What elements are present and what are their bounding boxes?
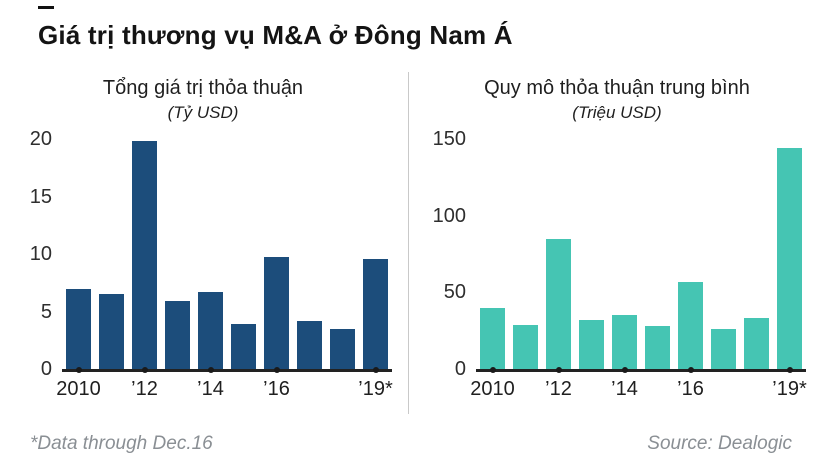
y-axis: 0 5 10 15 20 (14, 128, 62, 380)
x-axis: 2010 ’12 ’14 ’16 ’19* (470, 372, 807, 404)
panel-divider (408, 72, 409, 414)
axis-tick-dot (75, 367, 82, 373)
bar (99, 294, 124, 369)
chart-subtitle: (Triệu USD) (572, 103, 662, 122)
chart-total-deal-value: Tổng giá trị thỏa thuận (Tỷ USD) 0 5 10 15 2… (0, 68, 410, 420)
y-tick-label: 10 (29, 243, 52, 265)
axis-tick-dot (207, 367, 214, 373)
y-axis: 0 50 100 150 (428, 128, 476, 380)
bar (132, 141, 157, 369)
bar (645, 326, 670, 369)
axis-tick-dot (489, 367, 496, 373)
bar (165, 301, 190, 369)
chart-body: 0 5 10 15 20 2010 ’12 ’14 ’16 ’19* (14, 128, 393, 404)
bar (330, 328, 355, 369)
charts-row: Tổng giá trị thỏa thuận (Tỷ USD) 0 5 10 15 2… (0, 68, 820, 420)
bar (546, 238, 571, 369)
chart-subtitle: (Tỷ USD) (167, 103, 239, 122)
x-tick-label: ’14 (197, 378, 224, 400)
axis-tick-dot (372, 367, 379, 373)
x-tick-label: ’14 (611, 378, 638, 400)
chart-body: 0 50 100 150 2010 ’12 ’14 ’16 ’19* (428, 128, 807, 404)
plot-area (62, 139, 392, 373)
plot-wrap: 2010 ’12 ’14 ’16 ’19* (56, 139, 393, 404)
bar (678, 281, 703, 369)
title-accent-dash (38, 6, 54, 9)
footnote: *Data through Dec.16 (30, 433, 213, 454)
bar (231, 324, 256, 369)
bar (711, 329, 736, 369)
bar (297, 320, 322, 369)
chart-average-deal-size: Quy mô thỏa thuận trung bình (Triệu USD)… (410, 68, 820, 420)
plot-wrap: 2010 ’12 ’14 ’16 ’19* (470, 139, 807, 404)
y-tick-label: 150 (432, 128, 466, 150)
bar (66, 288, 91, 369)
bar (777, 148, 802, 369)
axis-tick-dot (621, 367, 628, 373)
plot-area (476, 139, 806, 373)
x-tick-label: 2010 (56, 378, 101, 400)
bar (612, 315, 637, 369)
bar (264, 257, 289, 369)
axis-tick-dot (786, 367, 793, 373)
source-credit: Source: Dealogic (647, 433, 792, 454)
y-tick-label: 20 (29, 128, 52, 150)
x-tick-label: ’19* (772, 378, 807, 400)
y-tick-label: 5 (40, 300, 52, 323)
y-tick-label: 100 (432, 204, 466, 227)
page-title: Giá trị thương vụ M&A ở Đông Nam Á (38, 20, 513, 50)
bar (363, 258, 388, 369)
y-tick-label: 50 (443, 281, 466, 304)
bar (480, 307, 505, 369)
y-tick-label: 0 (40, 358, 52, 380)
y-tick-label: 15 (29, 185, 52, 208)
axis-tick-dot (687, 367, 694, 373)
bar (744, 318, 769, 369)
bar (198, 291, 223, 369)
y-tick-label: 0 (454, 358, 466, 380)
x-tick-label: ’12 (131, 378, 158, 400)
chart-title: Tổng giá trị thỏa thuận (102, 77, 304, 99)
x-tick-label: ’19* (358, 378, 393, 400)
x-axis: 2010 ’12 ’14 ’16 ’19* (56, 372, 393, 404)
axis-tick-dot (555, 367, 562, 373)
chart-title: Quy mô thỏa thuận trung bình (484, 77, 750, 99)
bar (579, 319, 604, 369)
x-tick-label: ’12 (545, 378, 572, 400)
x-tick-label: ’16 (677, 378, 704, 400)
x-tick-label: ’16 (263, 378, 290, 400)
x-tick-label: 2010 (470, 378, 515, 400)
axis-tick-dot (141, 367, 148, 373)
axis-tick-dot (273, 367, 280, 373)
bar (513, 324, 538, 369)
